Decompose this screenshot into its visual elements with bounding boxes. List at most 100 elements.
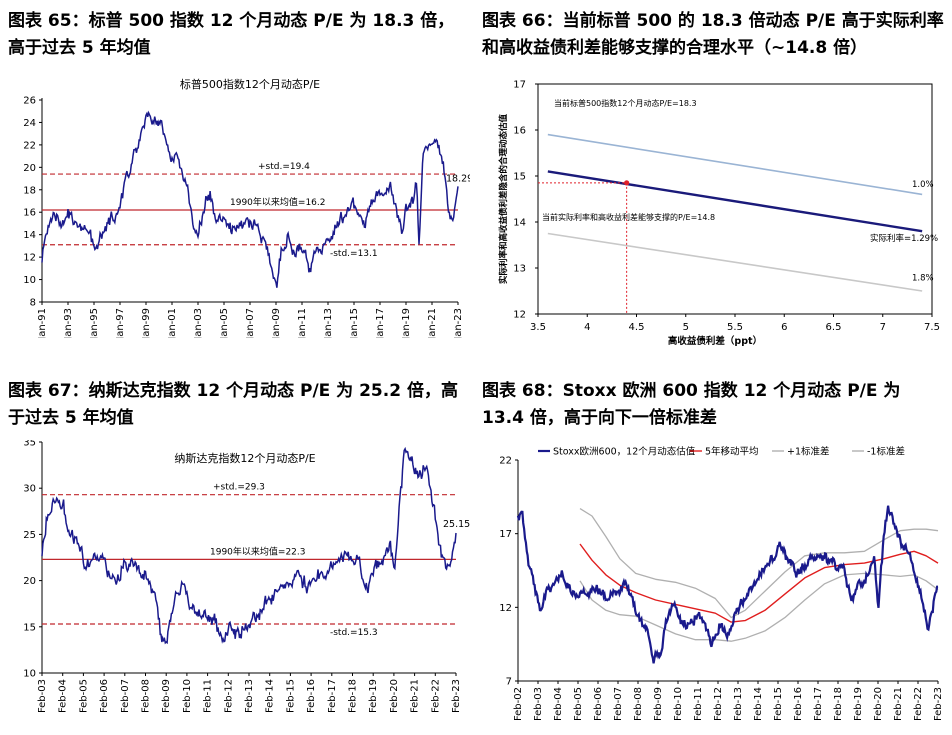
nasdaq-chart-title: 纳斯达克指数12个月动态P/E [174,451,315,465]
nasdaq-pe-line [41,446,457,645]
stoxx-legend-label-1: 5年移动平均 [705,446,759,458]
stoxx-legend-label-2: +1标准差 [787,446,830,458]
nasdaq-hline-label: +std.=29.3 [213,483,265,493]
panel-title-stoxx: 图表 68：Stoxx 欧洲 600 指数 12 个月动态 P/E 为 13.4… [482,381,901,428]
nasdaq-xtick-label: Feb-11 [203,679,214,713]
nasdaq-xtick-label: Feb-04 [58,679,69,713]
nasdaq-xtick-label: Feb-09 [161,679,172,713]
stoxx-xtick-label: Feb-14 [753,687,764,721]
fairpe-series-line-0 [547,133,923,196]
fairpe-series-line-1 [547,170,923,233]
sp500-xtick-label: Jan-97 [115,308,126,338]
fairpe-xtick-label: 7.5 [924,322,940,333]
nasdaq-hline-label: -std.=15.3 [330,628,378,638]
nasdaq-xtick-label: Feb-18 [348,679,359,713]
sp500-xtick-label: Jan-19 [401,308,412,338]
stoxx-xtick-label: Feb-04 [553,687,564,721]
fairpe-ytick-label: 16 [513,126,526,137]
fairpe-ytick-label: 14 [513,218,526,229]
nasdaq-ytick-label: 30 [23,484,36,495]
sp500-xtick-label: Jan-21 [427,308,438,338]
chart-stoxx: 7 12 17 22 Feb-02 Feb-03 Feb-04 Feb-05 Feb-06 Feb… [499,446,944,722]
sp500-xtick-label: Jan-95 [89,308,100,338]
fairpe-xtick-label: 4.5 [629,322,645,333]
stoxx-xtick-label: Feb-16 [793,687,804,721]
nasdaq-xtick-label: Feb-16 [306,679,317,713]
stoxx-ytick-label: 17 [499,529,512,540]
stoxx-xtick-label: Feb-10 [673,687,684,721]
nasdaq-ytick-label: 25 [23,530,36,541]
sp500-xtick-label: Jan-13 [323,308,334,338]
stoxx-xtick-label: Feb-18 [833,687,844,721]
nasdaq-hline-label: 1990年以来均值=22.3 [210,545,306,557]
stoxx-xtick-label: Feb-20 [873,687,884,721]
sp500-hline-label: 1990年以来均值=16.2 [230,196,326,208]
stoxx-xtick-label: Feb-21 [893,687,904,721]
nasdaq-xtick-label: Feb-20 [389,679,400,713]
nasdaq-xtick-label: Feb-05 [78,679,89,713]
sp500-xtick-label: Jan-91 [37,308,48,338]
fairpe-xtick-label: 4 [584,322,590,333]
stoxx-xtick-label: Feb-17 [813,687,824,721]
stoxx-xtick-label: Feb-02 [513,687,524,721]
fairpe-ytick-label: 13 [513,264,526,275]
nasdaq-xtick-label: Feb-07 [120,679,131,713]
stoxx-xtick-label: Feb-08 [633,687,644,721]
sp500-xtick-label: Jan-07 [245,308,256,338]
fairpe-series-label-1: 1.0% [912,180,934,190]
fairpe-ytick-label: 15 [513,172,526,183]
nasdaq-xtick-label: Feb-12 [223,679,234,713]
stoxx-xtick-label: Feb-15 [773,687,784,721]
panel-title-nasdaq: 图表 67：纳斯达克指数 12 个月动态 P/E 为 25.2 倍，高于过去 5… [8,381,458,428]
fairpe-ytick-label: 17 [513,80,526,91]
stoxx-legend-label-0: Stoxx欧洲600，12个月动态估值 [553,446,696,458]
stoxx-series-line-0 [516,505,939,664]
sp500-xtick-label: Jan-11 [297,308,308,338]
nasdaq-ytick-label: 15 [23,622,36,633]
sp500-ytick-label: 26 [23,96,36,107]
fairpe-xtick-label: 6 [781,322,787,333]
fairpe-ytick-label: 12 [513,310,526,321]
sp500-xtick-label: Jan-01 [167,308,178,338]
stoxx-xtick-label: Feb-03 [533,687,544,721]
stoxx-xtick-label: Feb-09 [653,687,664,721]
nasdaq-xtick-label: Feb-10 [182,679,193,713]
sp500-xtick-label: Jan-15 [349,308,360,338]
nasdaq-end-label: 25.15 [443,519,470,530]
sp500-ytick-label: 20 [23,163,36,174]
nasdaq-xtick-label: Feb-08 [141,679,152,713]
fairpe-xtick-label: 5.5 [727,322,743,333]
nasdaq-ytick-label: 10 [23,669,36,680]
sp500-xtick-label: Jan-17 [375,308,386,338]
sp500-ytick-label: 14 [23,230,36,241]
sp500-hline-label: +std.=19.4 [258,162,310,172]
stoxx-legend-label-3: -1标准差 [867,446,905,458]
sp500-ytick-label: 24 [23,118,36,129]
fairpe-annotation-current-pe: 当前标普500指数12个月动态P/E=18.3 [554,98,697,108]
fairpe-xtick-label: 3.5 [530,322,546,333]
chart-fair-pe: 12 13 14 15 16 17 3.5 4 4.5 5 5.5 6 6.5 7 7.5 高收益债利差（pp… [498,80,940,348]
nasdaq-xtick-label: Feb-06 [99,679,110,713]
stoxx-series-line-3 [579,572,939,642]
stoxx-series-line-2 [579,508,939,619]
fairpe-y-axis-label: 实际利率和高收益债利差隐含的合理动态估值 [498,114,509,285]
panel-title-sp500: 图表 65：标普 500 指数 12 个月动态 P/E 为 18.3 倍，高于过… [8,11,455,58]
chart-sp500: 标普500指数12个月动态P/E 8 10 12 14 16 18 20 22 24 26 Jan-9… [23,77,470,338]
nasdaq-xtick-label: Feb-19 [368,679,379,713]
fairpe-series-label-3: 1.8% [912,273,934,283]
sp500-ytick-label: 8 [30,298,36,309]
fairpe-x-axis-label: 高收益债利差（ppt） [668,335,762,347]
stoxx-xtick-label: Feb-07 [613,687,624,721]
nasdaq-xtick-label: Feb-15 [285,679,296,713]
sp500-xtick-label: Jan-23 [453,308,464,338]
stoxx-xtick-label: Feb-23 [933,687,944,721]
sp500-ytick-label: 22 [23,140,36,151]
sp500-end-label: 18.29 [446,173,470,184]
sp500-ytick-label: 18 [23,185,36,196]
fairpe-xtick-label: 7 [880,322,886,333]
sp500-xtick-label: Jan-03 [193,308,204,338]
fairpe-marker-point [624,180,630,186]
nasdaq-ytick-label: 20 [23,576,36,587]
stoxx-xtick-label: Feb-13 [733,687,744,721]
chart-nasdaq: 纳斯达克指数12个月动态P/E 10 15 20 25 30 35 Feb-03 Feb-04 F… [23,440,470,713]
